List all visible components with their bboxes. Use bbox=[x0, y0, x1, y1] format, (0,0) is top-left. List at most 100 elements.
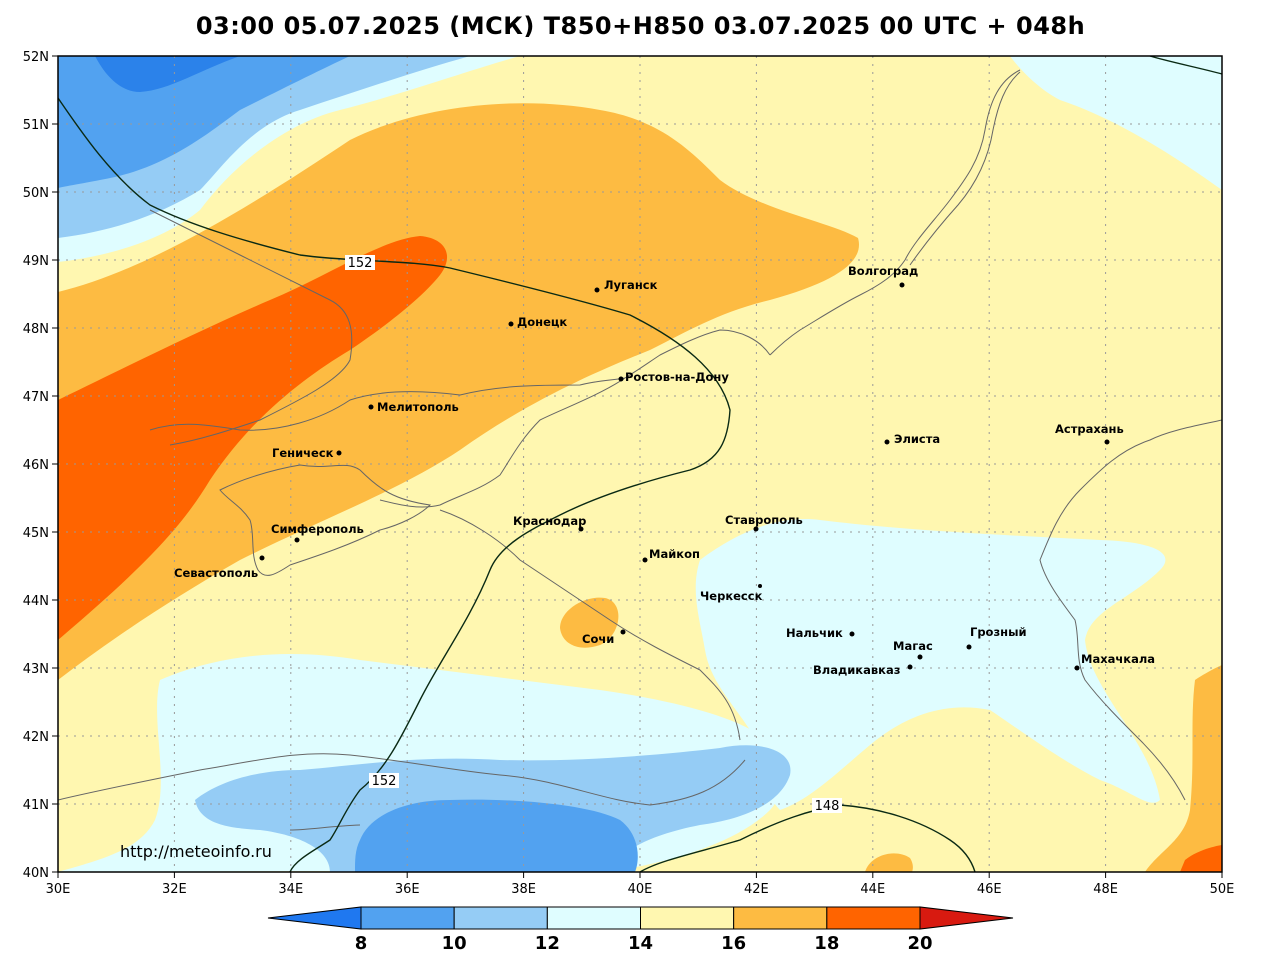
colorbar-tick-label: 8 bbox=[355, 933, 368, 954]
lon-label: 38E bbox=[511, 882, 536, 897]
colorbar-tick-label: 18 bbox=[814, 933, 839, 954]
cities: Волгоград Луганск Донецк Ростов-на-Дону … bbox=[174, 264, 1155, 677]
city-label-cherkessk: Черкесск bbox=[700, 589, 763, 603]
coast-caspian bbox=[1039, 419, 1222, 801]
coast-crimea bbox=[219, 464, 432, 576]
coastline bbox=[58, 69, 1222, 831]
river-don bbox=[624, 329, 771, 379]
city-dot-donetsk bbox=[508, 321, 514, 327]
temp-band-lt8-nw bbox=[95, 56, 240, 92]
temp-band-18-20 bbox=[58, 236, 448, 640]
city-label-vladikavkaz: Владикавказ bbox=[813, 663, 900, 677]
coast-bosphorus bbox=[289, 824, 361, 831]
temp-band-16-18-se bbox=[1145, 665, 1222, 872]
city-label-simferopol: Симферополь bbox=[271, 522, 364, 536]
coast-turkey bbox=[58, 753, 746, 806]
lon-label: 40E bbox=[628, 882, 653, 897]
map-title: 03:00 05.07.2025 (МСК) T850+H850 03.07.2… bbox=[195, 12, 1086, 40]
city-dot-krasnodar bbox=[578, 526, 584, 532]
colorbar-tick-label: 10 bbox=[442, 933, 467, 954]
temp-band-12-14-caucasus bbox=[695, 519, 1166, 810]
city-label-sevastopol: Севастополь bbox=[174, 566, 258, 580]
city-label-krasnodar: Краснодар bbox=[513, 514, 586, 528]
isohypse-label-bg-2 bbox=[369, 773, 399, 788]
city-dot-lugansk bbox=[594, 287, 600, 293]
isohypse-label-bg-3 bbox=[812, 798, 842, 813]
city-dot-stavropol bbox=[753, 526, 759, 532]
lon-label: 48E bbox=[1093, 882, 1118, 897]
temp-band-16-18 bbox=[58, 103, 859, 680]
city-label-donetsk: Донецк bbox=[517, 315, 567, 329]
city-dot-magas bbox=[917, 654, 923, 660]
city-dot-makhachkala bbox=[1074, 665, 1080, 671]
city-dot-rostov bbox=[618, 376, 624, 382]
colorbar-segment bbox=[826, 906, 921, 930]
city-label-lugansk: Луганск bbox=[604, 278, 658, 292]
temp-band-8-10-sea bbox=[355, 799, 638, 872]
city-label-elista: Элиста bbox=[894, 432, 940, 446]
colorbar: 8 10 12 14 16 18 20 bbox=[267, 906, 1014, 954]
city-dot-sevastopol bbox=[259, 555, 265, 561]
colorbar-lower-extend bbox=[267, 906, 362, 930]
city-label-maykop: Майкоп bbox=[649, 547, 700, 561]
city-label-grozny: Грозный bbox=[970, 625, 1027, 639]
river-dnieper bbox=[149, 209, 353, 446]
city-label-nalchik: Нальчик bbox=[786, 626, 843, 640]
city-label-astrakhan: Астрахань bbox=[1055, 422, 1124, 436]
city-dot-astrakhan bbox=[1104, 439, 1110, 445]
city-label-sochi: Сочи bbox=[582, 632, 614, 646]
city-dot-genichesk bbox=[336, 450, 342, 456]
graticule bbox=[58, 56, 1222, 872]
city-dot-volgograd bbox=[899, 282, 905, 288]
colorbar-segment bbox=[453, 906, 548, 930]
axes: 52N51N50N49N48N47N46N45N44N43N42N41N40N3… bbox=[23, 50, 1235, 897]
colorbar-tick-label: 16 bbox=[721, 933, 746, 954]
lat-label: 51N bbox=[23, 118, 49, 133]
city-label-rostov: Ростов-на-Дону bbox=[625, 370, 729, 384]
city-label-genichesk: Геническ bbox=[272, 446, 334, 460]
lat-label: 44N bbox=[23, 594, 49, 609]
colorbar-segment bbox=[360, 906, 455, 930]
city-dot-nalchik bbox=[849, 631, 855, 637]
lat-label: 45N bbox=[23, 526, 49, 541]
lat-label: 41N bbox=[23, 798, 49, 813]
city-dot-melitopol bbox=[368, 404, 374, 410]
lat-label: 40N bbox=[23, 866, 49, 881]
lat-label: 52N bbox=[23, 50, 49, 65]
lat-label: 49N bbox=[23, 254, 49, 269]
lon-label: 44E bbox=[860, 882, 885, 897]
lat-label: 47N bbox=[23, 390, 49, 405]
colorbar-tick-label: 20 bbox=[907, 933, 932, 954]
lat-label: 48N bbox=[23, 322, 49, 337]
city-dot-elista bbox=[884, 439, 890, 445]
temp-band-18-20-se bbox=[1180, 845, 1222, 872]
colorbar-upper-extend bbox=[919, 906, 1014, 930]
city-label-melitopol: Мелитополь bbox=[377, 400, 459, 414]
isohypse-152 bbox=[58, 97, 731, 872]
temp-band-16-18-s bbox=[865, 853, 913, 872]
lat-label: 43N bbox=[23, 662, 49, 677]
watermark: http://meteoinfo.ru bbox=[120, 842, 272, 861]
lon-label: 50E bbox=[1210, 882, 1235, 897]
city-dot-maykop bbox=[642, 557, 648, 563]
city-label-magas: Магас bbox=[893, 639, 933, 653]
lat-label: 46N bbox=[23, 458, 49, 473]
isohypse-label-bg-1 bbox=[345, 255, 375, 270]
coast-black-sea-east bbox=[439, 509, 741, 741]
isohypse-label-2: 152 bbox=[372, 774, 397, 789]
city-label-makhachkala: Махачкала bbox=[1081, 652, 1155, 666]
lon-label: 42E bbox=[744, 882, 769, 897]
city-dot-grozny bbox=[966, 644, 972, 650]
city-dot-sochi bbox=[620, 629, 626, 635]
colorbar-segment bbox=[546, 906, 641, 930]
temp-band-12-14-ne bbox=[1010, 56, 1222, 190]
isohypse-ne bbox=[1149, 56, 1222, 75]
isohypse-labels: 152 152 148 bbox=[345, 255, 842, 814]
lon-label: 32E bbox=[162, 882, 187, 897]
lon-label: 36E bbox=[395, 882, 420, 897]
river-volga bbox=[769, 69, 1021, 356]
river-volga-branch bbox=[909, 71, 1021, 266]
colorbar-segment bbox=[640, 906, 735, 930]
isohypse-label-1: 152 bbox=[348, 256, 373, 271]
